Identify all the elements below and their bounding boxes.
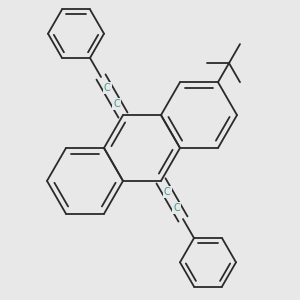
Text: C: C (164, 187, 170, 196)
Text: C: C (104, 83, 110, 93)
Text: C: C (113, 99, 120, 110)
Text: C: C (173, 203, 180, 213)
